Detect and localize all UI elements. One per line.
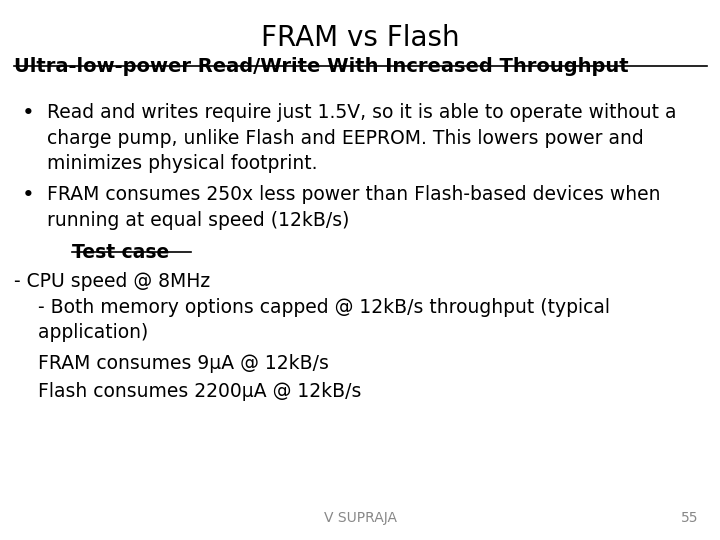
Text: Ultra-low-power Read/Write With Increased Throughput: Ultra-low-power Read/Write With Increase… [14, 57, 629, 76]
Text: 55: 55 [681, 511, 698, 525]
Text: - Both memory options capped @ 12kB/s throughput (typical: - Both memory options capped @ 12kB/s th… [14, 298, 611, 316]
Text: FRAM vs Flash: FRAM vs Flash [261, 24, 459, 52]
Text: - CPU speed @ 8MHz: - CPU speed @ 8MHz [14, 272, 210, 291]
Text: charge pump, unlike Flash and EEPROM. This lowers power and: charge pump, unlike Flash and EEPROM. Th… [47, 129, 644, 147]
Text: •: • [22, 185, 35, 205]
Text: V SUPRAJA: V SUPRAJA [323, 511, 397, 525]
Text: Read and writes require just 1.5V, so it is able to operate without a: Read and writes require just 1.5V, so it… [47, 103, 676, 122]
Text: running at equal speed (12kB/s): running at equal speed (12kB/s) [47, 211, 349, 229]
Text: application): application) [14, 323, 148, 342]
Text: minimizes physical footprint.: minimizes physical footprint. [47, 154, 318, 173]
Text: Test case: Test case [72, 243, 169, 262]
Text: FRAM consumes 9μA @ 12kB/s: FRAM consumes 9μA @ 12kB/s [14, 354, 329, 373]
Text: FRAM consumes 250x less power than Flash-based devices when: FRAM consumes 250x less power than Flash… [47, 185, 660, 204]
Text: Flash consumes 2200μA @ 12kB/s: Flash consumes 2200μA @ 12kB/s [14, 382, 361, 401]
Text: •: • [22, 103, 35, 123]
